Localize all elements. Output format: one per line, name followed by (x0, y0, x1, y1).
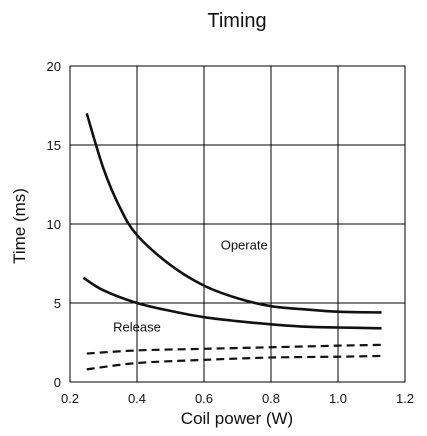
chart-title: Timing (207, 10, 266, 32)
y-axis-label: Time (ms) (10, 188, 29, 264)
y-tick-label-0: 0 (54, 375, 61, 390)
annotation-operate: Operate (221, 237, 268, 252)
plot-frame (69, 65, 406, 383)
solid-curve-1 (82, 276, 382, 330)
x-tick-label-0: 0.2 (61, 391, 79, 406)
y-tick-label-3: 15 (47, 138, 61, 153)
y-tick-label-4: 20 (47, 59, 61, 74)
annotation-release: Release (113, 319, 161, 334)
tick-labels: 0.2 0.4 0.6 0.8 1.0 1.2 0 5 10 15 20 (47, 59, 415, 406)
dashed-curve-3 (86, 354, 382, 371)
solid-curve-0 (85, 113, 382, 314)
y-tick-label-1: 5 (54, 296, 61, 311)
x-tick-label-4: 1.0 (329, 391, 347, 406)
dashed-curve-2 (86, 343, 382, 355)
y-tick-label-2: 10 (47, 217, 61, 232)
series-layer (82, 113, 382, 371)
x-tick-label-3: 0.8 (262, 391, 280, 406)
x-tick-label-2: 0.6 (195, 391, 213, 406)
x-axis-label: Coil power (W) (181, 409, 293, 428)
grid-lines (69, 65, 406, 383)
x-tick-label-5: 1.2 (396, 391, 414, 406)
x-tick-label-1: 0.4 (128, 391, 146, 406)
annotations: Operate Release (113, 237, 268, 334)
